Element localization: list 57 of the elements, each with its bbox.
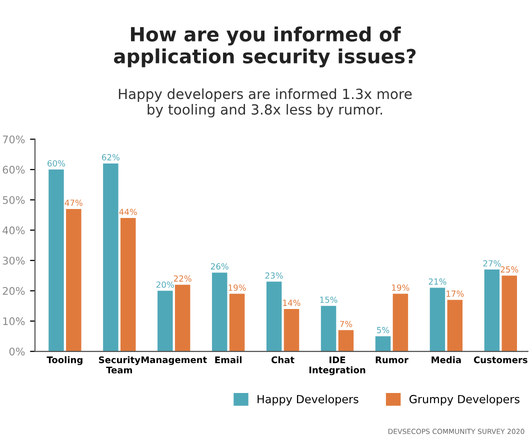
bar: [502, 276, 517, 352]
x-tick-label: Management: [141, 356, 207, 365]
y-tick-label: 20%: [2, 287, 25, 295]
bar: [120, 218, 136, 352]
x-tick-label: Email: [215, 356, 242, 364]
data-label: 17%: [446, 290, 464, 297]
y-tick-label: 10%: [3, 317, 25, 326]
data-label: 47%: [64, 200, 82, 206]
bar: [375, 336, 391, 352]
chart-title: How are you informed of application security issues?: [114, 26, 416, 68]
x-tick-label: Chat: [272, 356, 294, 364]
data-label: 44%: [119, 208, 137, 216]
chart-subtitle: Happy developers are informed 1.3x more by tooling and 3.8x less by rumor.: [118, 88, 412, 118]
legend-label: Grumpy Developers: [409, 394, 520, 406]
legend-label: Happy Developers: [258, 394, 358, 406]
data-label: 62%: [102, 154, 120, 160]
data-label: 22%: [174, 275, 192, 282]
data-label: 60%: [48, 160, 66, 167]
data-label: 15%: [320, 296, 338, 303]
y-tick-label: 0%: [9, 348, 25, 356]
data-label: 27%: [483, 260, 501, 267]
x-tick-label: IDE Integration: [309, 356, 366, 376]
bar: [174, 284, 190, 352]
bar: [338, 330, 354, 352]
y-tick-label: 30%: [2, 256, 25, 265]
y-tick-label: 60%: [2, 166, 25, 174]
bar: [392, 294, 408, 352]
y-tick-label: 70%: [2, 135, 25, 144]
bar: [158, 290, 173, 352]
bar: [66, 208, 82, 352]
data-label: 26%: [210, 263, 228, 270]
y-tick-label: 40%: [2, 226, 25, 234]
data-label: 14%: [283, 300, 300, 306]
bar: [103, 163, 118, 352]
bar: [447, 300, 463, 352]
bar: [484, 270, 500, 352]
x-tick-label: Rumor: [376, 356, 408, 364]
y-tick-label: 50%: [2, 196, 25, 204]
data-label: 21%: [428, 278, 446, 285]
bar: [229, 294, 245, 352]
bar: [212, 272, 228, 352]
data-label: 5%: [377, 326, 390, 334]
x-tick-label: Customers: [474, 356, 528, 364]
bar: [284, 308, 300, 352]
x-tick-label: Security Team: [98, 356, 140, 374]
data-label: 19%: [392, 284, 410, 291]
bar: [266, 282, 282, 352]
bar: [320, 306, 336, 352]
data-label: 7%: [340, 320, 352, 328]
data-label: 25%: [500, 266, 518, 273]
x-tick-label: Media: [432, 356, 461, 364]
x-tick-label: Tooling: [46, 356, 82, 366]
bar: [430, 288, 446, 352]
bar: [48, 170, 64, 352]
data-label: 19%: [228, 284, 246, 291]
data-label: 23%: [265, 272, 283, 279]
data-label: 20%: [156, 281, 174, 288]
